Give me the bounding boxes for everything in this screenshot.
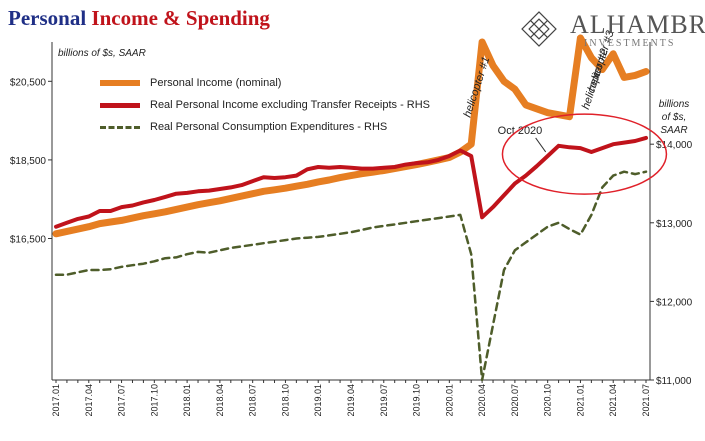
series-line-real-income xyxy=(54,135,648,229)
left-axis-tick-label: $20,500 xyxy=(10,77,47,88)
x-axis-tick-label: 2020.10 xyxy=(543,384,553,417)
annotation-oct-2020: Oct 2020 xyxy=(498,125,543,137)
x-axis-tick-label: 2021.01 xyxy=(575,384,585,417)
x-axis-tick-label: 2021.07 xyxy=(641,384,651,417)
x-axis-tick-label: 2020.07 xyxy=(510,384,520,417)
x-axis-tick-label: 2018.01 xyxy=(182,384,192,417)
x-axis-tick-label: 2019.01 xyxy=(313,384,323,417)
chart-legend: Personal Income (nominal) Real Personal … xyxy=(100,72,430,138)
legend-swatch xyxy=(100,125,140,129)
series-line-real-pce xyxy=(54,170,648,382)
series-line-personal-income xyxy=(52,34,650,238)
right-axis-tick-label: $12,000 xyxy=(656,297,693,308)
x-axis-tick-label: 2020.04 xyxy=(477,384,487,417)
logo-name: ALHAMBRA xyxy=(570,10,705,39)
legend-item-income: Personal Income (nominal) xyxy=(100,72,430,94)
highlight-ellipse xyxy=(501,113,668,195)
x-axis-tick-label: 2017.01 xyxy=(51,384,61,417)
chart-title: Personal Income & Spending xyxy=(8,6,270,30)
legend-item-pce: Real Personal Consumption Expenditures -… xyxy=(100,116,430,138)
legend-swatch xyxy=(100,80,140,86)
right-axis-units: billions of $s, SAAR xyxy=(658,99,690,136)
x-axis-tick-label: 2019.10 xyxy=(412,384,422,417)
x-axis-tick-label: 2020.01 xyxy=(444,384,454,417)
left-axis-units: billions of $s, SAAR xyxy=(58,48,146,59)
x-axis-tick-label: 2018.04 xyxy=(215,384,225,417)
logo-subtitle: INVESTMENTS xyxy=(584,38,676,49)
right-axis-tick-label: $13,000 xyxy=(656,219,693,230)
logo: ALHAMBRA INVESTMENTS xyxy=(518,8,705,50)
right-axis-tick-label: $14,000 xyxy=(656,140,693,151)
x-axis-tick-label: 2019.04 xyxy=(346,384,356,417)
left-axis-tick-label: $16,500 xyxy=(10,235,47,246)
x-axis-tick-label: 2017.04 xyxy=(84,384,94,417)
x-axis-tick-label: 2018.07 xyxy=(248,384,258,417)
left-axis-tick-label: $18,500 xyxy=(10,156,47,167)
x-axis-tick-label: 2018.10 xyxy=(280,384,290,417)
right-axis-tick-label: $11,000 xyxy=(656,376,692,387)
annotation-arrow xyxy=(535,137,547,153)
x-axis-tick-label: 2021.04 xyxy=(608,384,618,417)
x-axis-tick-label: 2019.07 xyxy=(379,384,389,417)
x-axis-tick-label: 2017.10 xyxy=(149,384,159,417)
legend-item-real-income: Real Personal Income excluding Transfer … xyxy=(100,94,430,116)
x-axis-tick-label: 2017.07 xyxy=(117,384,127,417)
logo-diamond-icon xyxy=(521,11,557,47)
legend-swatch xyxy=(100,102,140,108)
